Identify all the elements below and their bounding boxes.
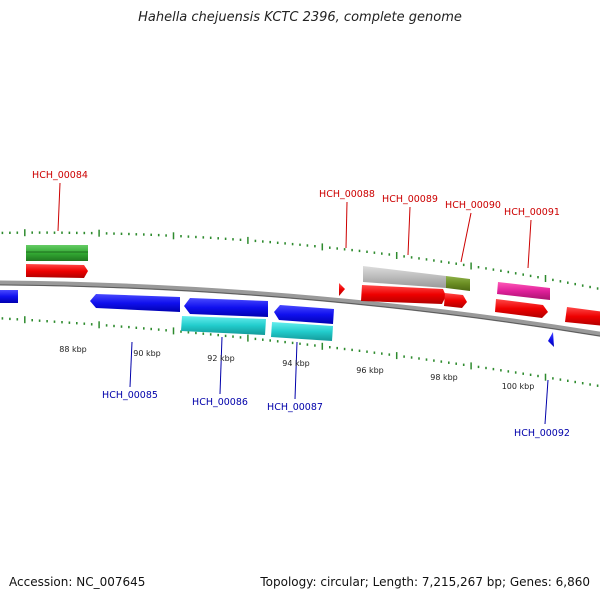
gene-prev-reverse[interactable] bbox=[0, 290, 18, 303]
label-hch00090[interactable]: HCH_00090 bbox=[445, 200, 501, 211]
reverse-features bbox=[0, 290, 554, 347]
forward-features bbox=[26, 245, 600, 326]
gene-next-forward[interactable] bbox=[565, 307, 600, 326]
reverse-gene-labels: HCH_00085 HCH_00086 HCH_00087 HCH_00092 bbox=[102, 390, 570, 439]
gene-hch00092[interactable] bbox=[548, 332, 554, 347]
scale-label-100: 100 kbp bbox=[502, 382, 535, 391]
gene-hch00084-gene[interactable] bbox=[26, 245, 88, 261]
gene-hch00089-gene[interactable] bbox=[363, 266, 446, 288]
gene-hch00084-cds[interactable] bbox=[26, 264, 88, 278]
gene-hch00091-cds[interactable] bbox=[495, 299, 548, 318]
label-hch00084[interactable]: HCH_00084 bbox=[32, 170, 88, 181]
genome-summary-text: Topology: circular; Length: 7,215,267 bp… bbox=[260, 575, 590, 589]
label-hch00087[interactable]: HCH_00087 bbox=[267, 402, 323, 413]
scale-labels: 88 kbp 90 kbp 92 kbp 94 kbp 96 kbp 98 kb… bbox=[59, 345, 534, 391]
scale-label-92: 92 kbp bbox=[207, 354, 235, 363]
backbone bbox=[0, 280, 600, 337]
scale-label-88: 88 kbp bbox=[59, 345, 87, 354]
gene-hch00090-gene[interactable] bbox=[446, 276, 470, 291]
gene-hch00087-cds[interactable] bbox=[274, 305, 334, 324]
lower-tick-row bbox=[1, 316, 599, 387]
scale-label-98: 98 kbp bbox=[430, 373, 458, 382]
gene-hch00090-cds[interactable] bbox=[444, 293, 467, 308]
gene-hch00086-gene[interactable] bbox=[181, 316, 266, 335]
gene-hch00091-gene[interactable] bbox=[497, 282, 550, 300]
label-hch00092[interactable]: HCH_00092 bbox=[514, 428, 570, 439]
map-title: Hahella chejuensis KCTC 2396, complete g… bbox=[138, 10, 462, 25]
scale-label-96: 96 kbp bbox=[356, 366, 384, 375]
label-hch00089[interactable]: HCH_00089 bbox=[382, 194, 438, 205]
leader-lines bbox=[57, 182, 549, 425]
forward-gene-labels: HCH_00084 HCH_00088 HCH_00089 HCH_00090 … bbox=[32, 170, 560, 218]
gene-hch00086-cds[interactable] bbox=[184, 298, 268, 317]
label-hch00088[interactable]: HCH_00088 bbox=[319, 189, 375, 200]
gene-hch00085[interactable] bbox=[90, 294, 180, 312]
upper-tick-row bbox=[1, 229, 599, 290]
label-hch00085[interactable]: HCH_00085 bbox=[102, 390, 158, 401]
label-hch00091[interactable]: HCH_00091 bbox=[504, 207, 560, 218]
accession-text: Accession: NC_007645 bbox=[9, 575, 146, 589]
gene-hch00088[interactable] bbox=[339, 283, 345, 296]
gene-hch00089-cds[interactable] bbox=[361, 285, 446, 304]
scale-label-90: 90 kbp bbox=[133, 349, 161, 358]
label-hch00086[interactable]: HCH_00086 bbox=[192, 397, 248, 408]
scale-label-94: 94 kbp bbox=[282, 359, 310, 368]
gene-hch00087-gene[interactable] bbox=[271, 322, 333, 341]
